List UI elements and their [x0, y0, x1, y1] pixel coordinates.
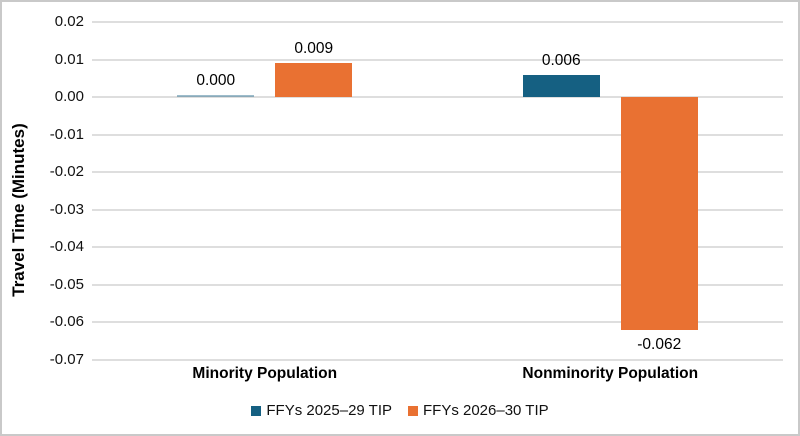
legend-item-label: FFYs 2025–29 TIP: [266, 402, 392, 419]
y-tick-label: 0.02: [54, 13, 84, 30]
gridline: [92, 21, 783, 23]
gridline: [92, 246, 783, 249]
y-tick-label: -0.03: [49, 200, 84, 218]
gridline: [92, 283, 783, 286]
gridline: [92, 208, 783, 211]
bar-value-label: 0.006: [541, 51, 581, 69]
bar-ffys-2026-30-tip-nonminority-population: [620, 97, 698, 330]
y-tick-label: -0.06: [49, 313, 84, 331]
legend-item-ffys-2025-29-tip: FFYs 2025–29 TIP: [251, 403, 392, 419]
y-axis-title: Travel Time (Minutes): [9, 123, 28, 297]
legend-swatch: [251, 406, 262, 416]
y-tick-label: 0.01: [54, 50, 84, 68]
legend-item-label: FFYs 2026–30 TIP: [423, 402, 549, 419]
bar-ffys-2025-29-tip-nonminority-population: [522, 74, 600, 98]
gridline: [92, 58, 783, 61]
gridline: [92, 171, 783, 174]
bar-ffys-2025-29-tip-minority-population: [177, 95, 255, 98]
x-category-label-nonminority-population: Nonminority Population: [522, 365, 699, 382]
y-tick-label: -0.07: [49, 351, 84, 368]
y-tick-label: -0.02: [49, 163, 84, 181]
y-tick-label: 0.00: [54, 88, 84, 106]
y-tick-label: -0.05: [49, 275, 84, 293]
bar-value-label: 0.009: [294, 40, 334, 58]
gridline: [92, 133, 783, 136]
x-category-label-minority-population: Minority Population: [192, 365, 338, 382]
bar-value-label: 0.000: [196, 72, 236, 90]
bar-value-label: -0.062: [637, 335, 682, 353]
gridline: [92, 96, 783, 99]
legend-swatch: [408, 406, 418, 416]
bar-ffys-2026-30-tip-minority-population: [275, 63, 353, 98]
gridline: [92, 359, 783, 361]
legend-item-ffys-2026-30-tip: FFYs 2026–30 TIP: [408, 403, 549, 419]
gridline: [92, 321, 783, 324]
legend: FFYs 2025–29 TIP FFYs 2026–30 TIP: [2, 403, 798, 419]
y-tick-label: -0.01: [49, 125, 84, 143]
y-tick-label: -0.04: [49, 238, 84, 256]
